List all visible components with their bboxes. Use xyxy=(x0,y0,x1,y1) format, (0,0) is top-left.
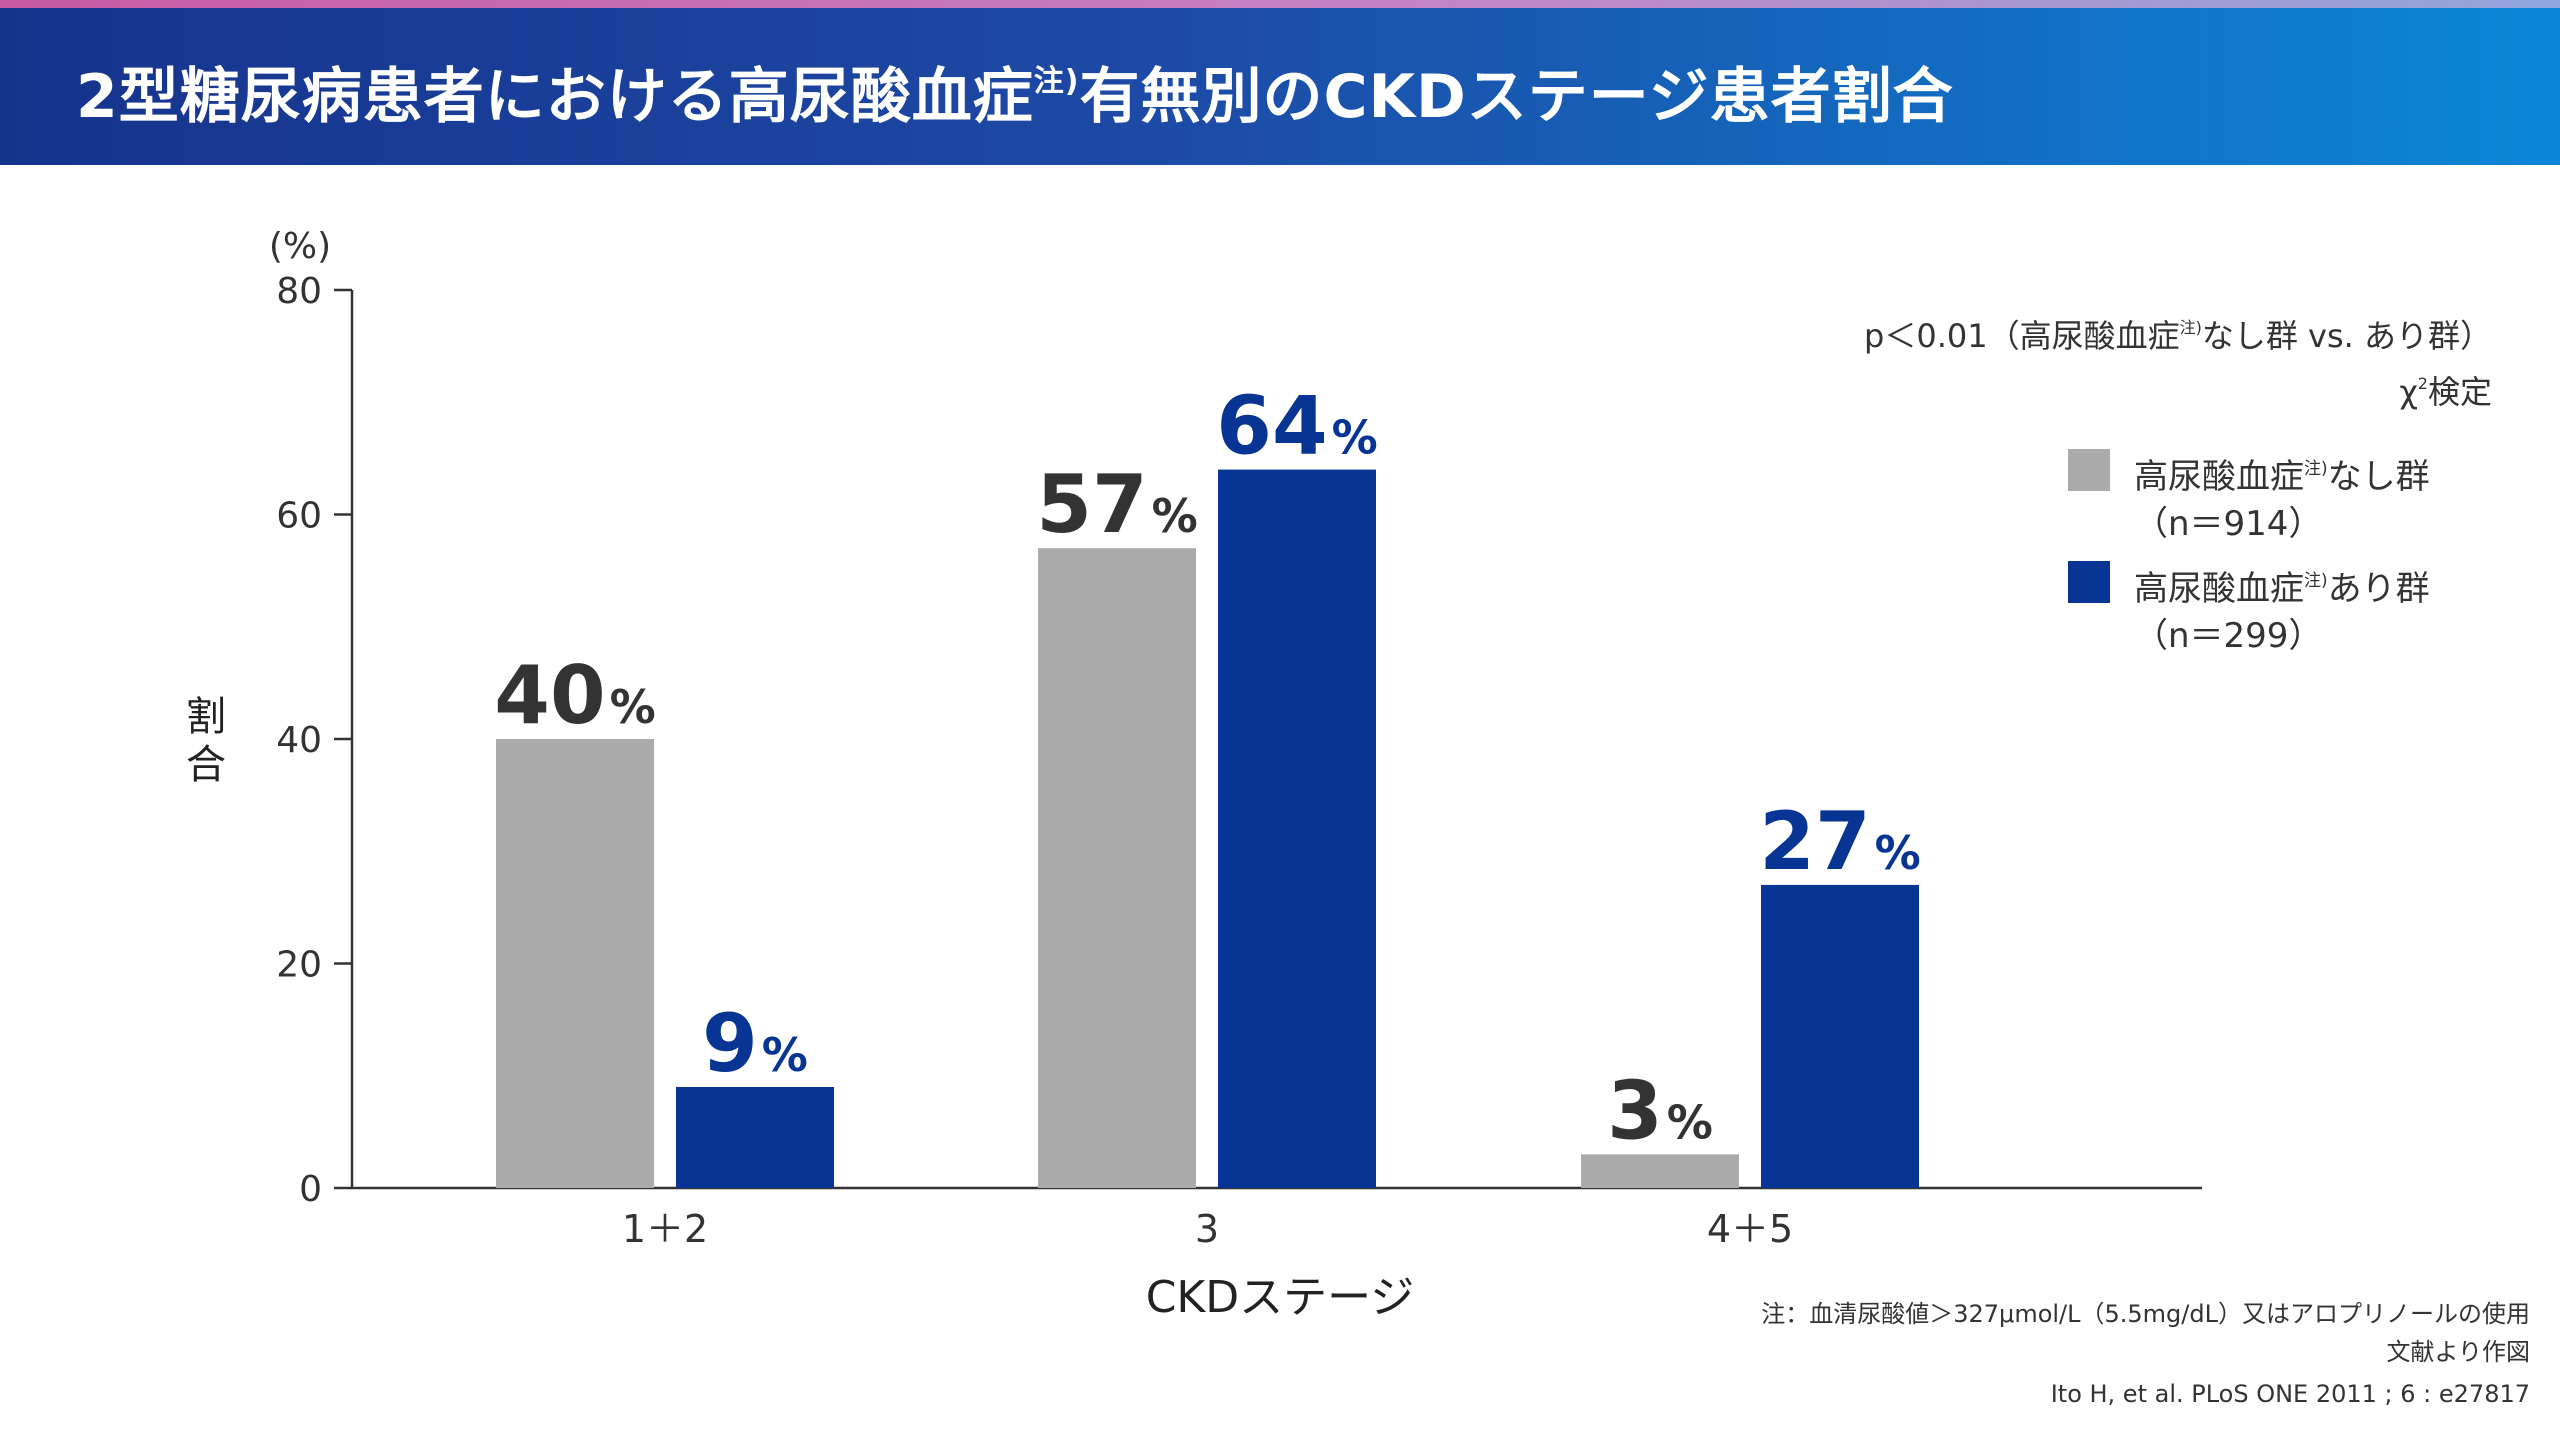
bar-data-label: 64% xyxy=(1216,380,1377,473)
bar-data-label: 57% xyxy=(1036,458,1197,551)
footnote-definition: 注：血清尿酸値＞327μmol/L（5.5mg/dL）又はアロプリノールの使用 xyxy=(1761,1300,2530,1328)
title-bar: 2型糖尿病患者における高尿酸血症注)有無別のCKDステージ患者割合 xyxy=(0,8,2560,165)
title-text-continued: 有無別のCKDステージ患者割合 xyxy=(1079,62,1954,132)
top-accent-stripe xyxy=(0,0,2560,8)
title-text: 2型糖尿病患者における高尿酸血症 xyxy=(76,62,1034,132)
citation: Ito H, et al. PLoS ONE 2011 ; 6 : e27817 xyxy=(2050,1380,2530,1408)
y-tick-label: 20 xyxy=(276,945,322,986)
y-tick-label: 40 xyxy=(276,720,322,761)
legend-swatch-gray xyxy=(2068,449,2110,491)
bar-with-group xyxy=(1761,884,1919,1188)
bar-none-group xyxy=(1038,548,1196,1188)
y-axis-unit: (%) xyxy=(269,226,331,267)
test-method-line: χ2検定 xyxy=(2399,373,2492,411)
bar-data-label: 40% xyxy=(494,649,655,742)
bar-data-label: 9% xyxy=(702,997,808,1090)
x-axis-label: CKDステージ xyxy=(1146,1272,1415,1323)
bar-none-group xyxy=(496,739,654,1188)
page-title: 2型糖尿病患者における高尿酸血症注)有無別のCKDステージ患者割合 xyxy=(76,48,1954,135)
x-category-label: 3 xyxy=(1195,1207,1219,1251)
bar-data-label: 3% xyxy=(1607,1064,1713,1157)
bar-with-group xyxy=(1218,469,1376,1189)
footnote: 注：血清尿酸値＞327μmol/L（5.5mg/dL）又はアロプリノールの使用 … xyxy=(1761,1295,2530,1371)
y-tick-label: 80 xyxy=(276,271,322,312)
y-axis-label: 割合 xyxy=(186,694,226,788)
y-tick-label: 60 xyxy=(276,496,322,537)
legend-label: 高尿酸血症注)あり群 （n＝299） xyxy=(2134,558,2430,660)
x-category-label: 4＋5 xyxy=(1707,1207,1793,1251)
bar-none-group xyxy=(1581,1154,1739,1188)
p-value-line: p＜0.01（高尿酸血症注)なし群 vs. あり群） xyxy=(1864,317,2492,355)
footnote-source: 文献より作図 xyxy=(2386,1338,2530,1366)
bar-with-group xyxy=(676,1086,834,1188)
legend-count: （n＝914） xyxy=(2134,504,2323,544)
statistics-note: p＜0.01（高尿酸血症注)なし群 vs. あり群） χ2検定 xyxy=(1864,304,2492,416)
legend-count: （n＝299） xyxy=(2134,616,2323,656)
bar-data-label: 27% xyxy=(1759,795,1920,888)
title-footnote-mark: 注) xyxy=(1033,64,1080,99)
x-category-label: 1＋2 xyxy=(622,1207,708,1251)
legend-swatch-blue xyxy=(2068,561,2110,603)
y-tick-label: 0 xyxy=(299,1169,322,1210)
legend-label: 高尿酸血症注)なし群 （n＝914） xyxy=(2134,446,2430,548)
